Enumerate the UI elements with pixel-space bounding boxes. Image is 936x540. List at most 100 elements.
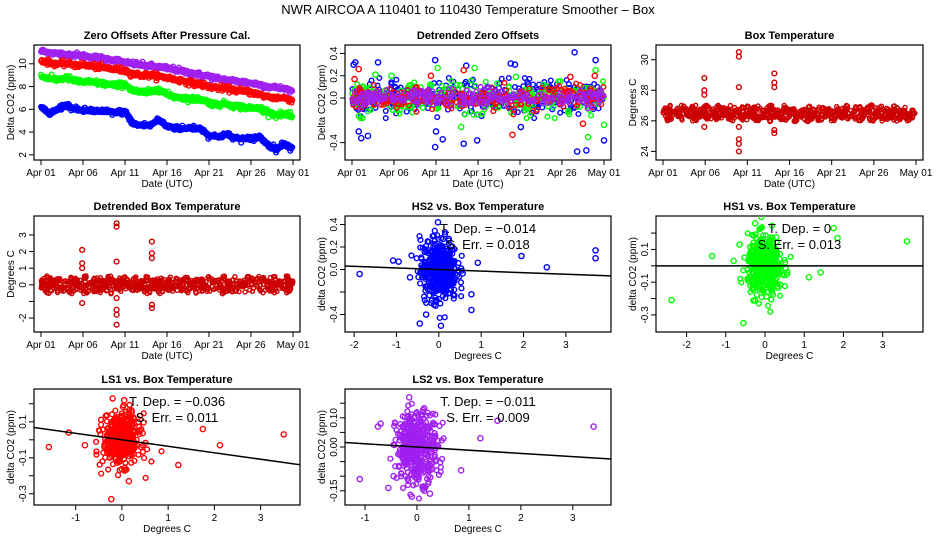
- series-point: [393, 76, 400, 83]
- series-point: [719, 105, 725, 112]
- x-tick-label: May 01: [277, 168, 310, 179]
- series-point: [417, 244, 424, 251]
- outlier-point: [427, 72, 435, 80]
- outlier-point: [374, 59, 382, 66]
- series-point: [463, 87, 470, 94]
- x-tick-label: Apr 11: [111, 340, 140, 351]
- series-point: [413, 98, 420, 105]
- outlier-point: [351, 75, 358, 83]
- series-point: [222, 286, 228, 292]
- series-point: [82, 275, 88, 282]
- outlier-point: [592, 56, 599, 64]
- series-line: [38, 101, 295, 153]
- series-point: [458, 285, 465, 292]
- series-point: [588, 112, 595, 119]
- series-point: [413, 108, 420, 115]
- plot-title: HS2 vs. Box Temperature: [412, 201, 544, 213]
- series-point: [910, 111, 916, 118]
- series-point: [852, 107, 859, 114]
- series-point: [221, 273, 227, 279]
- outlier-point: [468, 290, 475, 298]
- series-point: [750, 105, 757, 111]
- series-point: [551, 115, 558, 122]
- series-point: [525, 105, 532, 112]
- series-point: [662, 108, 669, 115]
- plot-frame: [655, 215, 924, 333]
- series-point: [404, 91, 411, 98]
- series-point: [482, 78, 489, 85]
- series-point: [750, 297, 757, 304]
- series-point: [370, 82, 377, 89]
- series-point: [434, 114, 441, 121]
- series-point: [768, 113, 775, 119]
- chart-panel-p5: HS2 vs. Box Temperature-2 -1 0 1 2 3-0.40.00.…: [317, 201, 612, 362]
- series-point: [441, 228, 448, 236]
- plot-area: [345, 216, 611, 330]
- series-point: [870, 115, 876, 121]
- y-axis-label: Degrees C: [6, 250, 17, 298]
- series-point: [77, 283, 84, 290]
- x-tick-label: Apr 21: [817, 168, 847, 179]
- y-tick-label: 0.0: [329, 262, 340, 276]
- outlier-point: [422, 311, 430, 318]
- series-point: [474, 95, 481, 102]
- series-point: [799, 112, 805, 119]
- series-point: [134, 287, 140, 293]
- series-point: [468, 77, 475, 84]
- series-point: [414, 91, 421, 98]
- outlier-point: [507, 60, 515, 67]
- standard-error-label: S. Err. = 0.018: [446, 237, 529, 252]
- series-point: [358, 91, 365, 98]
- series-point: [562, 89, 569, 96]
- series-point: [431, 245, 438, 252]
- series-point: [540, 100, 547, 107]
- series-point: [740, 267, 747, 274]
- series-point: [206, 273, 212, 280]
- series-point: [398, 95, 405, 102]
- series-point: [556, 93, 563, 100]
- series-point: [532, 95, 539, 102]
- outlier-point: [457, 123, 465, 131]
- outlier-point: [389, 257, 397, 264]
- x-tick-label: Apr 16: [775, 168, 805, 179]
- series-box-temperature: [660, 48, 918, 155]
- series-point: [758, 266, 765, 273]
- series-point: [287, 285, 294, 292]
- series-point: [448, 105, 455, 112]
- series-point: [517, 96, 524, 103]
- series-point: [422, 246, 429, 253]
- outlier-point: [592, 254, 599, 262]
- series-point: [530, 108, 537, 115]
- series-point: [766, 103, 772, 109]
- series-point: [904, 118, 911, 124]
- series-point: [685, 111, 692, 118]
- series-point: [567, 93, 574, 100]
- series-point: [703, 110, 710, 117]
- outlier-point: [113, 311, 120, 318]
- series-point: [764, 302, 772, 309]
- x-axis-label: Degrees C: [766, 351, 814, 362]
- x-tick-label: Apr 11: [422, 168, 451, 179]
- series-point: [446, 86, 453, 93]
- series-point: [567, 100, 574, 107]
- outlier-point: [148, 255, 155, 262]
- series-point: [523, 91, 530, 98]
- series-point: [538, 84, 545, 91]
- series-point: [875, 113, 881, 120]
- series-point: [756, 286, 763, 293]
- series-point: [159, 288, 165, 295]
- outlier-point: [148, 301, 155, 308]
- series-point: [675, 113, 681, 120]
- series-HS2: [38, 100, 296, 156]
- outlier-point: [701, 74, 708, 82]
- series-point: [762, 232, 769, 239]
- series-point: [441, 314, 448, 321]
- x-axis-label: Date (UTC): [764, 179, 815, 190]
- x-tick-label: Apr 11: [111, 168, 140, 179]
- outlier-point: [395, 258, 402, 265]
- series-point: [204, 288, 210, 295]
- series-point: [768, 296, 775, 303]
- series-point: [803, 118, 810, 124]
- series-point: [744, 276, 751, 283]
- series-point: [430, 101, 437, 108]
